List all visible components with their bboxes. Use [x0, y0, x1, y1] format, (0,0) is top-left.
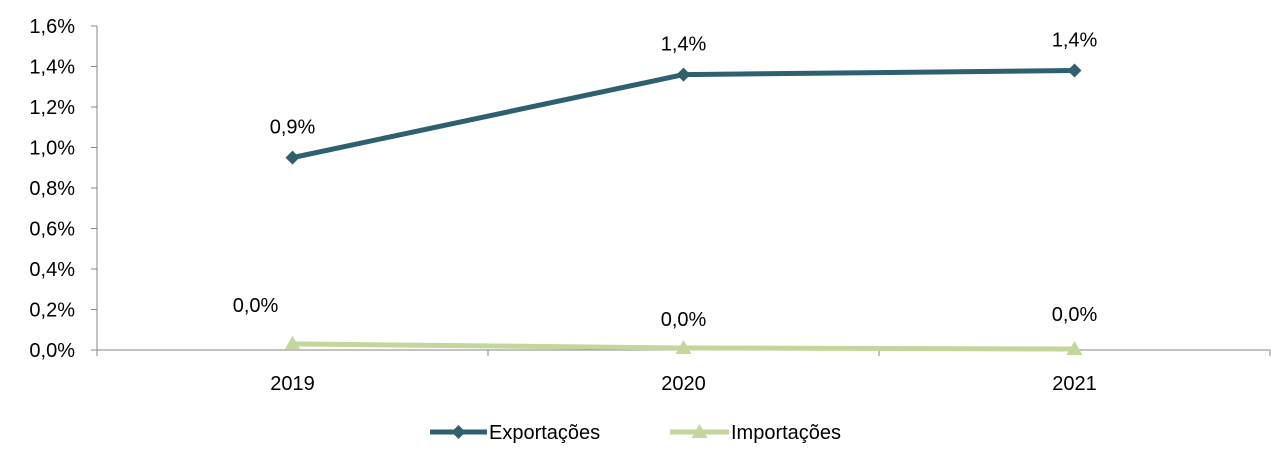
series-line-exportacoes [291, 68, 1075, 161]
y-tick-label: 1,4% [29, 57, 75, 79]
y-tick-label: 1,0% [29, 138, 75, 160]
data-label: 0,0% [233, 295, 279, 317]
data-point-marker [675, 339, 692, 354]
data-label: 0,9% [270, 117, 316, 139]
legend-label: Exportações [489, 422, 600, 444]
x-tick-label: 2021 [1052, 373, 1097, 395]
y-tick-label: 0,0% [29, 340, 75, 362]
y-tick-label: 0,8% [29, 178, 75, 200]
data-point-marker [284, 335, 301, 350]
y-tick-label: 0,4% [29, 259, 75, 281]
data-label: 0,0% [1052, 304, 1098, 326]
y-tick-label: 1,6% [29, 16, 75, 38]
data-label: 1,4% [661, 34, 707, 56]
y-tick-label: 1,2% [29, 97, 75, 119]
data-label: 0,0% [661, 309, 707, 331]
data-labels-group: 0,9% 1,4% 1,4% 0,0% 0,0% 0,0% [233, 30, 1098, 331]
data-label: 1,4% [1052, 30, 1098, 52]
data-point-marker [285, 150, 300, 165]
y-tick-label: 0,2% [29, 300, 75, 322]
legend-label: Importações [731, 422, 841, 444]
data-point-marker [1066, 340, 1083, 355]
data-point-marker [1067, 63, 1082, 78]
x-tick-label: 2020 [661, 373, 706, 395]
y-tick-label: 0,6% [29, 219, 75, 241]
axes-group: 0,0% 0,2% 0,4% 0,6% 0,8% 1,0% 1,2% 1,4% 1,6% 2019… [29, 16, 1271, 395]
series-group [284, 63, 1083, 355]
data-point-marker [676, 67, 691, 82]
legend-swatch-marker [691, 424, 708, 438]
legend: Exportações Importações [430, 422, 841, 444]
legend-swatch-marker [451, 425, 466, 439]
x-tick-label: 2019 [270, 373, 315, 395]
